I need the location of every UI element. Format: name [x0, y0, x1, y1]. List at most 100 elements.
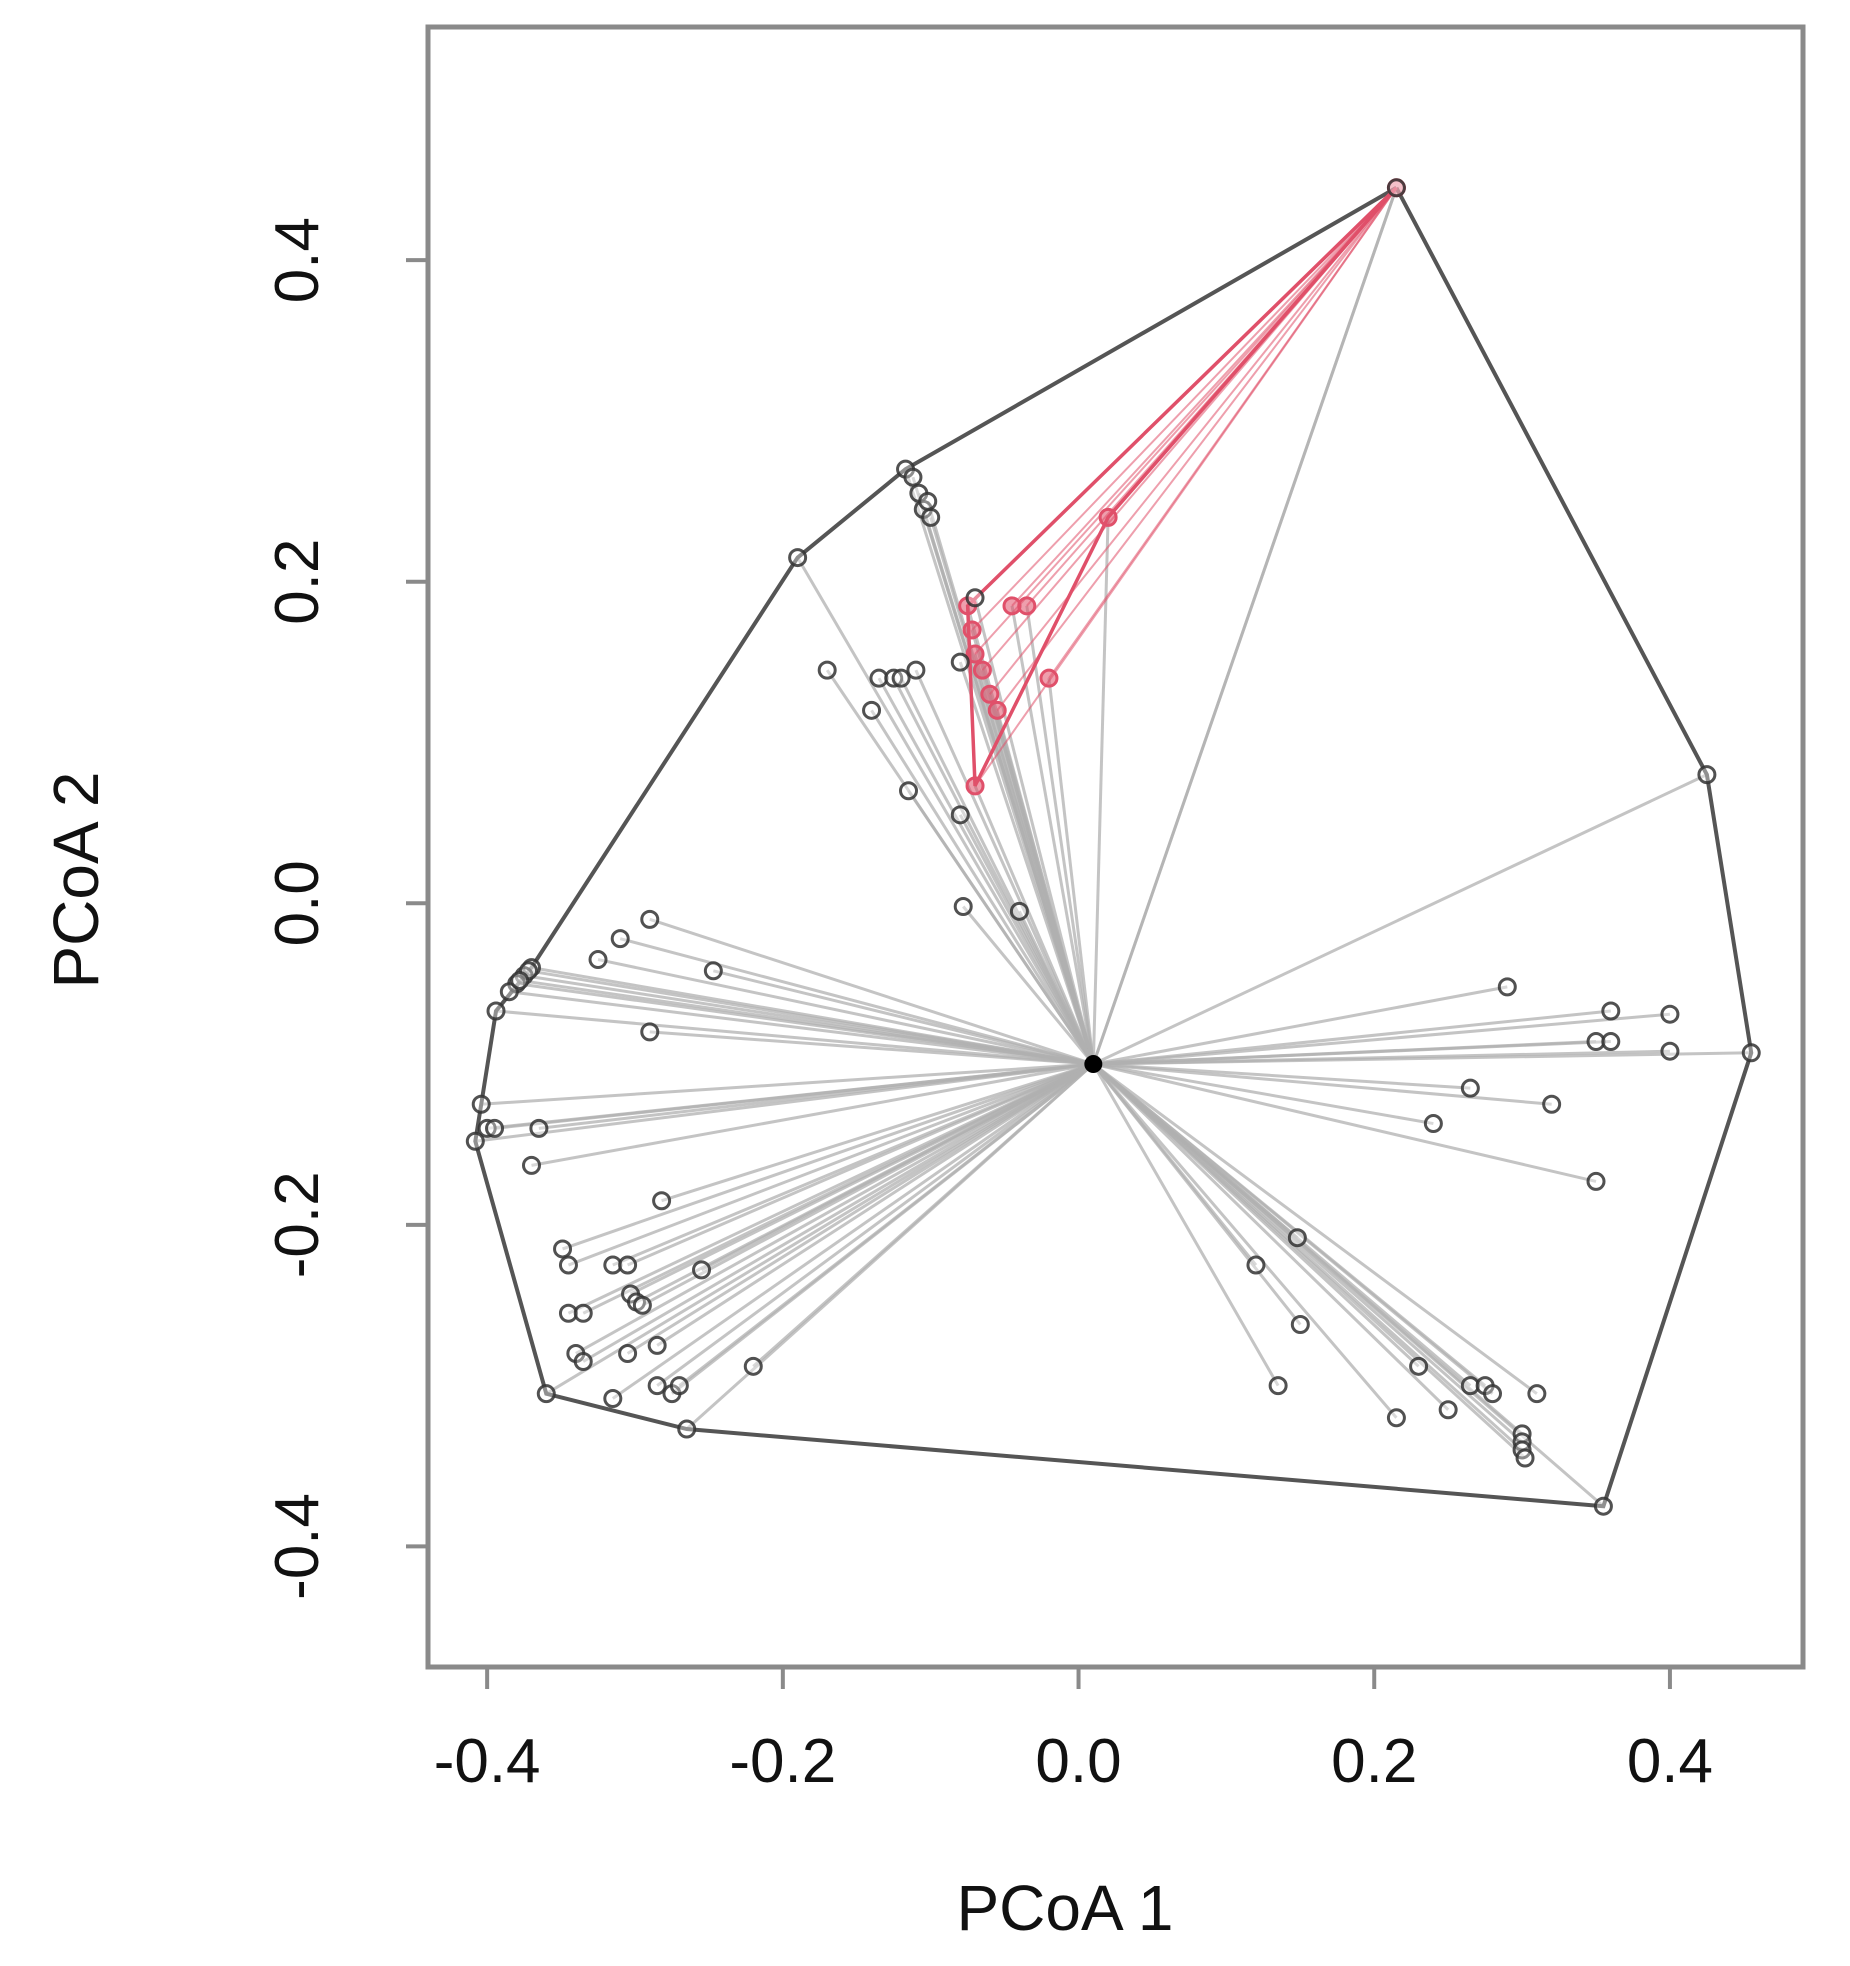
- convex-hull: [473, 186, 1754, 1509]
- spoke-line: [1092, 1062, 1494, 1395]
- spoke-line: [531, 1062, 1094, 1167]
- spoke-line: [611, 1062, 1095, 1400]
- spoke-line: [1047, 678, 1095, 1065]
- highlight-point: [987, 700, 1007, 720]
- data-point: [647, 1335, 667, 1355]
- data-point: [610, 929, 630, 949]
- spoke-line: [575, 1062, 1095, 1355]
- spoke-line: [509, 990, 1094, 1066]
- spoke-line: [914, 669, 1095, 1065]
- spoke-line: [1093, 1062, 1552, 1106]
- data-point: [1386, 1408, 1406, 1428]
- data-point: [588, 950, 608, 970]
- highlight-point: [1017, 596, 1037, 616]
- hull-line: [473, 186, 1754, 1509]
- highlight-point: [972, 660, 992, 680]
- data-point: [647, 1376, 667, 1396]
- spoke-line: [1093, 1012, 1671, 1066]
- data-point: [1438, 1400, 1458, 1420]
- spoke-line: [1092, 1062, 1538, 1395]
- spoke-line: [519, 978, 1094, 1066]
- x-axis-ticks: -0.4 -0.2 0.0 0.2 0.4: [434, 1667, 1713, 1796]
- data-point: [485, 1118, 505, 1138]
- y-tick-label: -0.4: [263, 1493, 332, 1600]
- spoke-line: [1093, 1062, 1434, 1126]
- highlight-spoke: [1048, 187, 1398, 679]
- x-tick-label: 0.4: [1627, 1727, 1713, 1796]
- spoke-line: [1025, 605, 1095, 1065]
- y-tick-label: 0.4: [263, 217, 332, 303]
- highlight-spoke: [1026, 187, 1398, 607]
- data-point: [465, 1131, 485, 1151]
- data-point: [1246, 1255, 1266, 1275]
- data-point: [529, 1118, 549, 1138]
- data-point: [1660, 1004, 1680, 1024]
- data-point: [573, 1352, 593, 1372]
- spoke-line: [582, 1062, 1094, 1315]
- data-point: [510, 970, 530, 990]
- data-point: [743, 1356, 763, 1376]
- highlight-point: [962, 620, 982, 640]
- spoke-line: [1092, 1063, 1280, 1387]
- data-point: [862, 700, 882, 720]
- data-point: [1660, 1041, 1680, 1061]
- spoke-line: [567, 1062, 1094, 1267]
- centroid-group: [1084, 1055, 1103, 1074]
- y-tick-label: -0.2: [263, 1171, 332, 1278]
- spoke-line: [995, 709, 1095, 1065]
- data-point: [1290, 1315, 1310, 1335]
- data-point: [640, 1022, 660, 1042]
- data-point: [1741, 1043, 1761, 1063]
- spoke-line: [1092, 1063, 1398, 1419]
- data-point: [1527, 1384, 1547, 1404]
- spoke-line: [1092, 1062, 1527, 1460]
- spoke-line: [962, 905, 1095, 1066]
- spoke-line: [597, 958, 1094, 1066]
- data-point: [1287, 1228, 1307, 1248]
- data-point: [669, 1376, 689, 1396]
- data-point: [1542, 1094, 1562, 1114]
- data-point: [906, 660, 926, 680]
- spoke-line: [752, 1062, 1095, 1368]
- spoke-line: [649, 1030, 1094, 1066]
- spoke-line: [958, 814, 1095, 1065]
- x-axis-title: PCoA 1: [956, 1872, 1173, 1944]
- highlight-spoke: [989, 187, 1398, 695]
- data-point: [677, 1419, 697, 1439]
- spoke-line: [626, 1062, 1095, 1355]
- data-point: [499, 982, 519, 1002]
- data-point: [618, 1255, 638, 1275]
- data-point: [1460, 1078, 1480, 1098]
- spoke-line: [528, 969, 1094, 1066]
- data-point: [471, 1094, 491, 1114]
- spoke-line: [1092, 773, 1708, 1066]
- data-point: [486, 1001, 506, 1021]
- data-point: [1268, 1376, 1288, 1396]
- centroid-point: [1084, 1055, 1103, 1074]
- data-point: [692, 1260, 712, 1280]
- data-point: [953, 896, 973, 916]
- y-axis-ticks: -0.4 -0.2 0.0 0.2 0.4: [263, 217, 428, 1600]
- data-point: [1515, 1448, 1535, 1468]
- data-point: [1586, 1171, 1606, 1191]
- highlight-point: [965, 776, 985, 796]
- data-point: [891, 668, 911, 688]
- spoke-line: [1092, 1062, 1450, 1411]
- data-point: [558, 1255, 578, 1275]
- x-tick-label: 0.0: [1035, 1727, 1121, 1796]
- data-point: [1697, 765, 1717, 785]
- plot-frame: [425, 24, 1806, 1670]
- data-point: [703, 961, 723, 981]
- data-point: [640, 909, 660, 929]
- spoke-line: [1093, 1040, 1611, 1066]
- highlight-spoke: [981, 187, 1398, 671]
- data-point: [817, 660, 837, 680]
- spoke-line: [481, 1062, 1094, 1106]
- spoke-line: [1092, 1063, 1302, 1326]
- highlight-point: [1098, 507, 1118, 527]
- data-point: [1601, 1032, 1621, 1052]
- spoke-line: [1093, 1049, 1670, 1066]
- data-point: [788, 548, 808, 568]
- spoke-line: [661, 1062, 1094, 1203]
- x-tick-label: -0.4: [434, 1727, 541, 1796]
